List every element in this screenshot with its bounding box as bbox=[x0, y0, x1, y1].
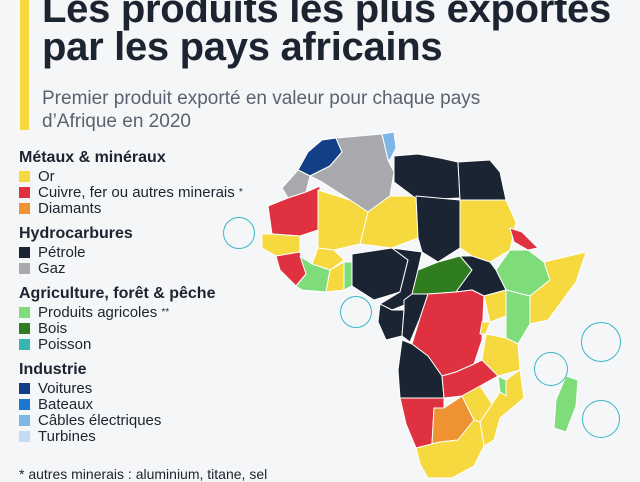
footnote: * autres minerais : aluminium, titane, s… bbox=[19, 466, 268, 482]
swatch-fish bbox=[19, 338, 30, 350]
region-zimbabwe bbox=[461, 385, 493, 423]
legend-heading-industry: Industrie bbox=[19, 361, 87, 378]
region-cote-ivoire bbox=[295, 255, 331, 293]
region-chad bbox=[415, 195, 461, 263]
legend-item-fish: Poisson bbox=[19, 336, 279, 353]
region-uganda bbox=[483, 289, 507, 323]
swatch-cables bbox=[19, 414, 30, 426]
legend-heading-metals: Métaux & minéraux bbox=[19, 149, 166, 166]
legend-item-cables: Câbles électriques bbox=[19, 412, 279, 429]
island-ring-seychelles bbox=[581, 322, 621, 362]
region-burkina bbox=[311, 247, 345, 271]
region-togo bbox=[343, 261, 353, 291]
swatch-gold bbox=[19, 170, 30, 182]
page-title: Les produits les plus exportés par les p… bbox=[42, 0, 632, 69]
legend-item-turbines: Turbines bbox=[19, 428, 279, 445]
region-sudan bbox=[459, 199, 517, 263]
region-madagascar bbox=[553, 375, 579, 433]
subtitle-line-1: Premier produit exporté en valeur pour c… bbox=[42, 88, 481, 109]
legend-item-gas: Gaz bbox=[19, 260, 279, 277]
region-gabon bbox=[377, 303, 405, 341]
swatch-wood bbox=[19, 322, 30, 334]
title-line-2: par les pays africains bbox=[42, 25, 443, 69]
legend-item-diamonds: Diamants bbox=[19, 200, 279, 217]
subtitle-line-2: d’Afrique en 2020 bbox=[42, 111, 191, 132]
legend-item-wood: Bois bbox=[19, 320, 279, 337]
swatch-cars bbox=[19, 382, 30, 394]
swatch-oil bbox=[19, 246, 30, 258]
region-egypt bbox=[457, 159, 507, 201]
swatch-turbines bbox=[19, 430, 30, 442]
legend-item-gold: Or bbox=[19, 168, 279, 185]
region-eritrea bbox=[509, 227, 539, 251]
region-kenya bbox=[505, 289, 531, 345]
title-accent-bar bbox=[20, 0, 29, 130]
region-somalia bbox=[529, 251, 587, 325]
region-western-sahara bbox=[281, 169, 311, 199]
island-ring-sao-tome bbox=[340, 296, 372, 328]
legend-heading-agriculture: Agriculture, forêt & pêche bbox=[19, 285, 216, 302]
legend-item-boats: Bateaux bbox=[19, 396, 279, 413]
region-south-africa bbox=[415, 419, 485, 479]
legend-item-oil: Pétrole bbox=[19, 244, 279, 261]
legend-heading-hydrocarbons: Hydrocarbures bbox=[19, 225, 133, 242]
swatch-diamonds bbox=[19, 202, 30, 214]
island-ring-cape-verde bbox=[223, 217, 255, 249]
region-tunisia bbox=[381, 131, 397, 161]
swatch-agri bbox=[19, 306, 30, 318]
legend-item-ores: Cuivre, fer ou autres minerais * bbox=[19, 184, 279, 201]
region-rwanda bbox=[479, 321, 491, 335]
title-line-1: Les produits les plus exportés bbox=[42, 0, 611, 31]
region-mali bbox=[317, 189, 369, 251]
page-subtitle: Premier produit exporté en valeur pour c… bbox=[42, 87, 562, 133]
region-libya bbox=[393, 153, 461, 201]
swatch-boats bbox=[19, 398, 30, 410]
swatch-ores bbox=[19, 186, 30, 198]
island-ring-comoros bbox=[534, 352, 568, 386]
island-ring-mauritius bbox=[582, 400, 620, 438]
legend: Métaux & minéraux Or Cuivre, fer ou autr… bbox=[19, 148, 279, 445]
region-congo bbox=[401, 293, 429, 343]
legend-item-agri: Produits agricoles ** bbox=[19, 304, 279, 321]
legend-item-cars: Voitures bbox=[19, 380, 279, 397]
swatch-gas bbox=[19, 262, 30, 274]
